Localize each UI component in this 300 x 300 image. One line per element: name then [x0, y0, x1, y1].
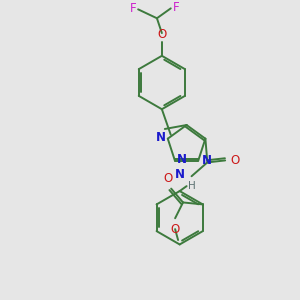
Text: N: N	[177, 153, 187, 166]
Text: O: O	[170, 223, 180, 236]
Text: F: F	[173, 1, 179, 14]
Text: F: F	[130, 2, 136, 15]
Text: H: H	[188, 181, 195, 191]
Text: O: O	[157, 28, 167, 41]
Text: N: N	[156, 131, 166, 144]
Text: N: N	[175, 168, 184, 181]
Text: O: O	[164, 172, 173, 184]
Text: N: N	[202, 154, 212, 167]
Text: O: O	[230, 154, 239, 167]
